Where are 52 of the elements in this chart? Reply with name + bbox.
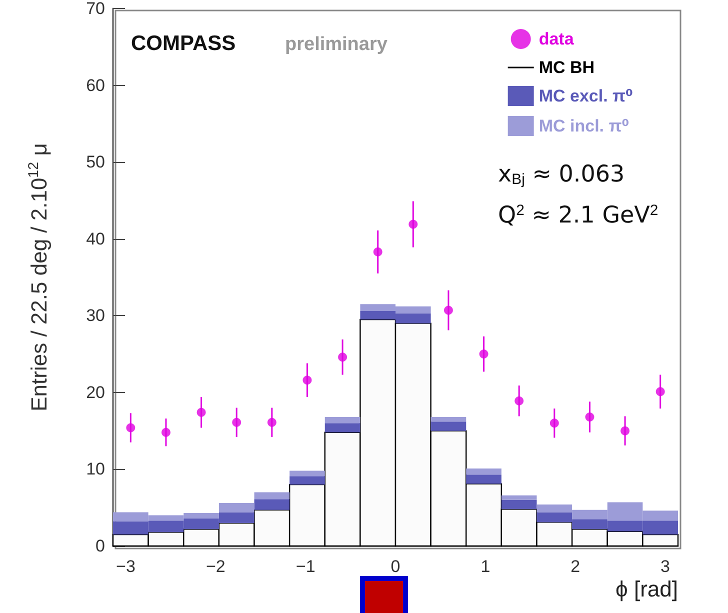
point [196,408,206,417]
point [126,423,136,432]
y-axis-title: Entries / 22.5 deg / 2.1012 μ [26,143,52,412]
y-tick-label: 50 [86,152,105,172]
point [620,426,630,436]
annotation: COMPASS [131,32,236,55]
point [408,220,418,229]
point [514,396,524,406]
y-tick-label: 0 [96,536,105,556]
bar [430,417,466,422]
annotation: preliminary [285,34,388,55]
bar [254,492,290,500]
y-tick-label: 20 [86,382,105,402]
x-tick-label: 2 [570,557,580,576]
bar [466,468,502,475]
bar [501,500,537,510]
point [267,418,276,427]
bar [290,476,325,485]
y-tick-label: 40 [86,229,105,248]
point [302,376,312,385]
bar [218,503,254,512]
bar [324,423,360,432]
point [161,428,170,437]
bar [324,417,360,424]
x-tick-label: −3 [116,557,136,576]
bar [254,499,290,510]
x-axis-title: ϕ [rad] [616,576,678,602]
legend-label: MC incl. π⁰ [538,116,630,136]
legend-label: MC excl. π⁰ [538,86,633,106]
y-tick-label: 10 [86,460,105,479]
legend-label: data [538,30,574,48]
bar [430,422,466,431]
bar [466,474,502,484]
point [232,418,242,427]
point [479,350,488,359]
x-tick-label: 1 [480,557,490,576]
point [585,412,594,422]
point [444,306,453,315]
point [550,418,559,428]
bar [501,495,537,500]
point [373,247,382,256]
point [656,387,665,396]
x-tick-label: 3 [660,557,670,576]
y-tick-label: 70 [86,0,105,18]
x-tick-label: −2 [206,557,226,576]
legend-label: MC BH [538,58,595,77]
x-tick-label: 0 [390,557,400,576]
bar [290,470,325,476]
point [338,352,348,362]
x-tick-label: −1 [296,557,316,576]
y-tick-label: 30 [86,306,105,326]
y-tick-label: 60 [86,76,105,95]
